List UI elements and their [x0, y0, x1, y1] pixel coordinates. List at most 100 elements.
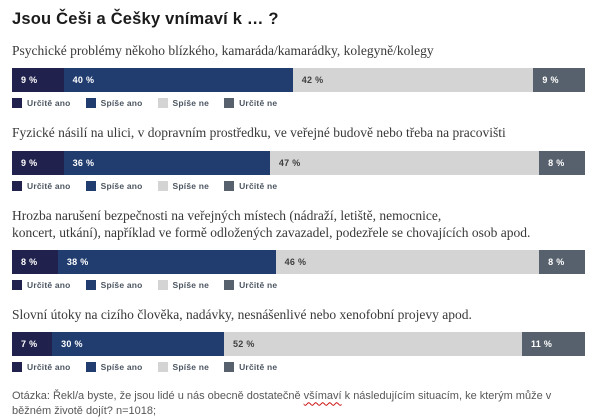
segment-value-label: 47 % — [278, 157, 301, 168]
bar-segment: 36 % — [63, 150, 270, 175]
charts-container: Psychické problémy někoho blízkého, kama… — [12, 42, 585, 373]
segment-value-label: 38 % — [66, 257, 89, 268]
legend-swatch — [224, 280, 235, 291]
bar-segment: 9 % — [533, 68, 585, 93]
bar-segment: 38 % — [57, 250, 276, 275]
legend-swatch — [12, 98, 22, 109]
segment-value-label: 7 % — [21, 339, 38, 350]
legend-label: Určitě ne — [239, 280, 278, 291]
legend-swatch — [12, 180, 22, 191]
chart-question: Psychické problémy někoho blízkého, kama… — [12, 43, 434, 58]
legend-swatch — [85, 180, 96, 191]
legend-label: Spíše ne — [172, 362, 210, 373]
chart-block: Hrozba narušení bezpečnosti na veřejných… — [12, 207, 585, 291]
segment-value-label: 9 % — [21, 75, 38, 86]
legend-item: Určitě ano — [12, 180, 71, 191]
legend: Určitě ano Spíše ano Spíše ne Určitě ne — [12, 280, 585, 291]
segment-value-label: 30 % — [61, 339, 83, 350]
bar-segment: 8 % — [539, 250, 585, 275]
legend-item: Spíše ne — [157, 280, 210, 291]
legend-label: Spíše ano — [100, 180, 143, 191]
bar-segment: 11 % — [521, 332, 585, 357]
bar-segment: 40 % — [63, 68, 293, 93]
legend-item: Určitě ne — [224, 280, 278, 291]
legend-swatch — [224, 362, 235, 373]
legend-swatch — [157, 280, 168, 291]
legend-item: Určitě ano — [12, 362, 71, 373]
chart-question: Slovní útoky na cizího člověka, nadávky,… — [12, 307, 472, 323]
legend-item: Určitě ne — [224, 362, 278, 373]
page-title: Jsou Češi a Češky vnímaví k … ? — [12, 10, 279, 28]
legend-swatch — [12, 362, 22, 373]
legend-item: Spíše ano — [85, 180, 143, 191]
segment-value-label: 8 % — [21, 257, 38, 268]
legend-label: Spíše ano — [100, 280, 143, 291]
legend-label: Určitě ano — [27, 98, 71, 109]
bar-segment: 42 % — [292, 68, 534, 93]
legend-label: Spíše ne — [172, 98, 210, 109]
chart-question: Fyzické násilí na ulici, v dopravním pro… — [12, 125, 506, 141]
legend-item: Spíše ano — [85, 280, 143, 291]
legend-label: Spíše ano — [100, 98, 143, 109]
legend-label: Spíše ne — [172, 280, 210, 291]
bar-segment: 8 % — [539, 150, 585, 175]
legend: Určitě ano Spíše ano Spíše ne Určitě ne — [12, 180, 585, 191]
stacked-bar: 9 % 40 % 42 % 9 % — [12, 68, 585, 93]
legend-swatch — [157, 98, 168, 109]
legend-item: Určitě ano — [12, 98, 71, 109]
segment-value-label: 52 % — [233, 339, 255, 350]
legend-item: Spíše ne — [157, 362, 210, 373]
bar-segment: 30 % — [52, 332, 224, 357]
legend-item: Spíše ne — [157, 98, 210, 109]
bar-segment: 9 % — [12, 68, 64, 93]
footnote-text-before: Otázka: Řekl/a byste, že jsou lidé u nás… — [12, 390, 304, 403]
legend-label: Spíše ano — [100, 362, 143, 373]
footnote: Otázka: Řekl/a byste, že jsou lidé u nás… — [12, 389, 585, 419]
segment-value-label: 11 % — [530, 339, 553, 350]
bar-segment: 46 % — [275, 250, 540, 275]
legend-item: Určitě ano — [12, 280, 71, 291]
legend: Určitě ano Spíše ano Spíše ne Určitě ne — [12, 362, 585, 373]
legend-swatch — [224, 98, 235, 109]
segment-value-label: 8 % — [548, 257, 565, 268]
legend-label: Určitě ano — [27, 280, 71, 291]
bar-segment: 9 % — [12, 150, 64, 175]
legend-item: Spíše ne — [157, 180, 210, 191]
legend: Určitě ano Spíše ano Spíše ne Určitě ne — [12, 98, 585, 109]
stacked-bar: 8 % 38 % 46 % 8 % — [12, 250, 585, 275]
legend-label: Určitě ano — [27, 362, 71, 373]
legend-item: Určitě ne — [224, 98, 278, 109]
segment-value-label: 9 % — [542, 75, 559, 86]
bar-segment: 8 % — [12, 250, 58, 275]
legend-item: Určitě ne — [224, 180, 278, 191]
segment-value-label: 46 % — [284, 257, 307, 268]
stacked-bar: 7 % 30 % 52 % 11 % — [12, 332, 585, 357]
footnote-text-after: k následujícím situacím, ke kterým může … — [12, 390, 552, 418]
segment-value-label: 36 % — [72, 157, 95, 168]
legend-swatch — [224, 180, 235, 191]
chart-block: Fyzické násilí na ulici, v dopravním pro… — [12, 124, 585, 191]
legend-label: Určitě ne — [239, 362, 278, 373]
legend-swatch — [12, 280, 22, 291]
legend-swatch — [85, 280, 96, 291]
footnote-misspelled-word: všímaví — [303, 390, 342, 403]
legend-swatch — [157, 180, 168, 191]
bar-segment: 52 % — [224, 332, 522, 357]
bar-segment: 47 % — [269, 150, 540, 175]
legend-label: Určitě ne — [239, 180, 278, 191]
legend-label: Spíše ne — [172, 180, 210, 191]
segment-value-label: 42 % — [301, 75, 324, 86]
bar-segment: 7 % — [12, 332, 53, 357]
legend-swatch — [85, 362, 96, 373]
stacked-bar: 9 % 36 % 47 % 8 % — [12, 150, 585, 175]
legend-label: Určitě ne — [239, 98, 278, 109]
segment-value-label: 8 % — [548, 157, 565, 168]
legend-label: Určitě ano — [27, 180, 71, 191]
chart-block: Slovní útoky na cizího člověka, nadávky,… — [12, 306, 585, 373]
legend-item: Spíše ano — [85, 362, 143, 373]
segment-value-label: 9 % — [21, 157, 38, 168]
chart-block: Psychické problémy někoho blízkého, kama… — [12, 42, 585, 109]
legend-swatch — [85, 98, 96, 109]
chart-question: Hrozba narušení bezpečnosti na veřejných… — [12, 207, 531, 240]
legend-item: Spíše ano — [85, 98, 143, 109]
